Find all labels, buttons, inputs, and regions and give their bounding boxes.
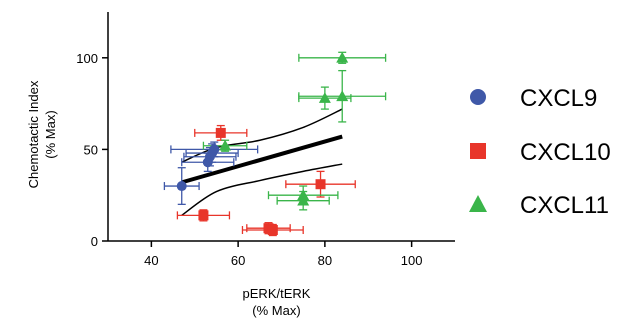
y-tick-label: 100: [76, 51, 98, 66]
x-tick-label: 40: [144, 253, 158, 268]
x-tick-label: 80: [318, 253, 332, 268]
x-axis-title-line: (% Max): [252, 303, 300, 318]
x-axis-title: pERK/tERK (% Max): [243, 286, 311, 318]
confidence-band: [181, 108, 343, 216]
legend-item-cxcl9: CXCL9: [470, 85, 597, 112]
cxcl9-point: [176, 181, 187, 192]
legend-marker: [470, 89, 486, 105]
cxcl10-point: [215, 127, 226, 138]
y-axis-title-line: (% Max): [43, 110, 58, 158]
y-tick-label: 0: [91, 234, 98, 249]
cxcl11-point: [297, 189, 310, 200]
error-bars: [163, 51, 387, 237]
cxcl11-point: [219, 139, 232, 151]
y-tick-label: 50: [84, 142, 98, 157]
legend-label: CXCL11: [520, 192, 609, 219]
legend: CXCL9 CXCL10 CXCL11: [469, 85, 611, 219]
cxcl11-point: [318, 92, 331, 103]
cxcl10-point: [315, 179, 326, 190]
y-axis-title: Chemotactic Index (% Max): [26, 80, 58, 188]
x-tick-label: 60: [231, 253, 245, 268]
cxcl10-point: [198, 210, 209, 221]
cxcl10-point: [267, 225, 278, 236]
y-axis-title-line: Chemotactic Index: [26, 80, 41, 188]
x-axis-title-line: pERK/tERK: [243, 286, 311, 301]
legend-item-cxcl10: CXCL10: [470, 139, 611, 166]
cxcl11-point: [336, 51, 349, 63]
legend-label: CXCL10: [520, 139, 611, 166]
regression-line: [181, 134, 343, 185]
x-tick-label: 100: [401, 253, 423, 268]
cxcl11-point: [336, 90, 349, 102]
confidence-band-lower: [181, 163, 343, 216]
data-markers: [176, 51, 349, 236]
legend-marker: [470, 143, 486, 159]
confidence-band-upper: [181, 108, 343, 163]
cxcl11-point: [297, 194, 310, 206]
legend-item-cxcl11: CXCL11: [469, 192, 609, 219]
regression-line-group: [181, 134, 343, 185]
legend-marker: [469, 195, 487, 212]
legend-label: CXCL9: [520, 85, 597, 112]
cxcl9-point: [209, 144, 220, 155]
